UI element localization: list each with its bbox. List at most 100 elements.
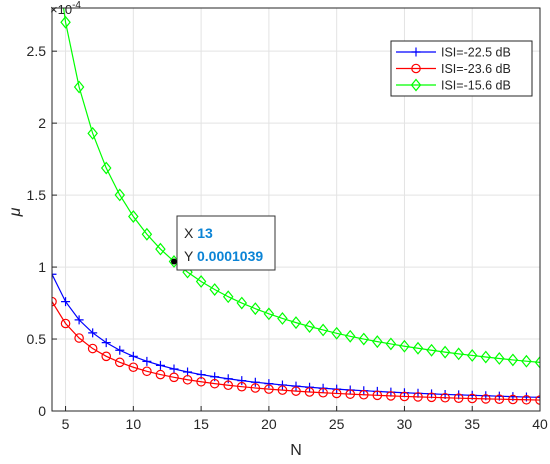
data-point <box>52 296 57 307</box>
series-line <box>52 301 540 401</box>
data-point <box>413 392 423 402</box>
legend-label: ISI=-15.6 dB <box>441 79 511 93</box>
data-point <box>264 379 274 389</box>
data-point <box>426 392 437 403</box>
data-point <box>521 354 532 368</box>
data-point <box>60 318 71 329</box>
y-axis-label: μ <box>7 207 24 217</box>
data-point <box>155 360 165 370</box>
data-point <box>263 307 275 321</box>
x-tick-label: 40 <box>532 416 548 432</box>
data-point <box>439 345 451 359</box>
x-tick-label: 25 <box>329 416 345 432</box>
data-point <box>372 335 383 349</box>
data-point <box>372 390 383 401</box>
y-tick-label: 2 <box>38 115 46 131</box>
datatip-anchor-point <box>171 258 177 265</box>
y-tick-label: 1 <box>38 259 46 275</box>
data-point <box>169 364 179 374</box>
data-point <box>317 323 329 337</box>
data-point <box>236 381 247 392</box>
datatip-x-line: X 13 <box>184 225 213 241</box>
data-point <box>222 290 234 304</box>
legend-marker <box>411 63 421 74</box>
series-line <box>62 8 540 363</box>
data-point <box>73 80 85 94</box>
data-point <box>440 392 450 403</box>
x-tick-label: 30 <box>397 416 413 432</box>
data-point <box>386 391 396 401</box>
data-point <box>277 385 288 395</box>
data-point <box>304 320 315 333</box>
data-point <box>61 297 71 307</box>
data-point <box>453 393 464 403</box>
data-point <box>100 161 112 175</box>
data-point <box>291 386 301 396</box>
data-point <box>345 389 356 399</box>
data-point <box>128 210 139 224</box>
data-point <box>344 329 356 343</box>
data-point <box>385 337 397 351</box>
legend-marker <box>410 78 422 92</box>
data-point <box>169 372 179 383</box>
data-point <box>128 351 138 361</box>
data-point <box>318 387 328 398</box>
data-point <box>358 389 369 400</box>
y-exponent-label: ×10-4 <box>50 0 81 17</box>
data-point <box>101 338 111 348</box>
data-point <box>467 393 478 404</box>
series-2 <box>52 296 540 405</box>
data-point <box>74 333 84 343</box>
data-point <box>277 312 288 325</box>
data-point <box>115 345 125 355</box>
axes-box <box>51 7 541 412</box>
datatip: X 13 Y 0.0001039 <box>171 215 276 271</box>
data-point <box>399 391 410 402</box>
ticks <box>52 50 541 412</box>
data-point <box>508 394 518 405</box>
data-point <box>87 343 98 354</box>
data-point <box>250 383 261 393</box>
data-point <box>412 341 424 355</box>
data-point <box>237 376 247 386</box>
data-point <box>290 316 302 330</box>
data-point <box>101 351 112 362</box>
data-point <box>196 376 206 387</box>
legend-label: ISI=-23.6 dB <box>441 62 511 76</box>
y-tick-label: 2.5 <box>27 43 47 59</box>
data-point <box>155 242 166 256</box>
data-point <box>142 356 152 366</box>
data-point <box>304 387 315 397</box>
y-tick-label: 0.5 <box>27 331 47 347</box>
data-point <box>534 355 540 369</box>
data-point <box>250 377 260 387</box>
data-point <box>236 296 248 310</box>
x-tick-label: 20 <box>261 416 277 432</box>
y-tick-label: 1.5 <box>27 187 47 203</box>
data-point <box>466 348 478 362</box>
series-layer <box>52 8 540 405</box>
x-tick-label: 15 <box>193 416 209 432</box>
data-point <box>141 227 153 241</box>
data-point <box>88 328 98 338</box>
data-point <box>358 332 370 346</box>
data-point <box>277 380 287 390</box>
data-point <box>331 388 342 399</box>
data-point <box>74 315 84 325</box>
data-point <box>291 381 301 391</box>
data-point <box>480 394 491 404</box>
legend-marker <box>411 47 421 57</box>
x-axis-label: N <box>290 442 302 459</box>
data-point <box>114 357 125 368</box>
series-3 <box>60 8 540 369</box>
data-point <box>399 339 410 353</box>
data-point <box>209 378 220 389</box>
data-point <box>507 353 519 367</box>
x-tick-label: 10 <box>126 416 142 432</box>
datatip-box <box>176 215 276 271</box>
data-point <box>494 352 505 365</box>
x-tick-label: 5 <box>62 416 70 432</box>
x-tick-label: 35 <box>464 416 480 432</box>
data-point <box>87 126 98 140</box>
